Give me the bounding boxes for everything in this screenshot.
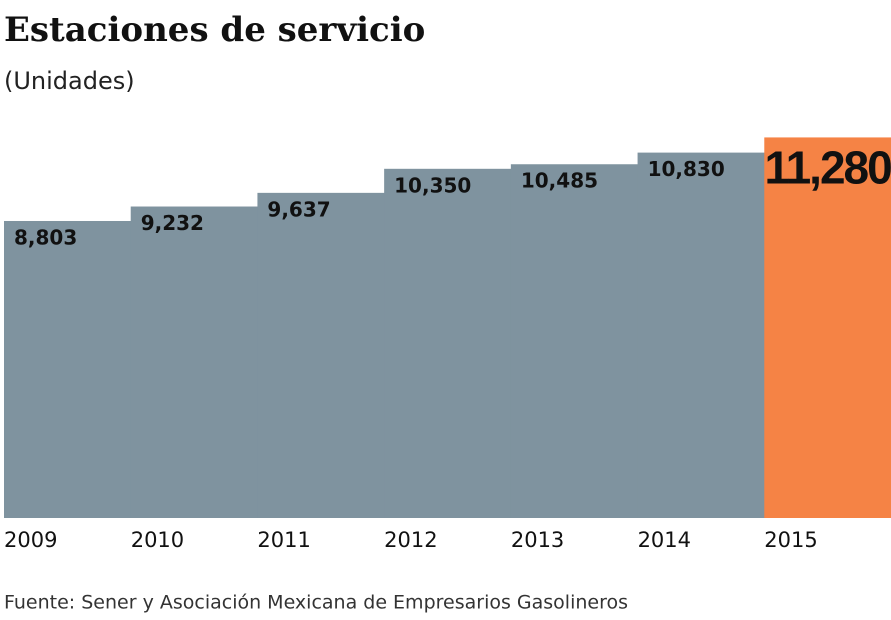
value-label: 11,280: [765, 142, 891, 194]
value-label: 9,232: [141, 211, 204, 235]
value-label: 10,830: [648, 157, 725, 181]
bar: [257, 192, 385, 518]
x-tick-label: 2014: [638, 528, 691, 552]
x-tick-label: 2010: [131, 528, 184, 552]
x-tick-label: 2009: [4, 528, 57, 552]
chart-title: Estaciones de servicio: [4, 10, 425, 50]
bar: [4, 220, 132, 518]
bar: [510, 164, 639, 518]
x-tick-label: 2012: [384, 528, 437, 552]
bar: [764, 137, 891, 518]
x-tick-label: 2011: [257, 528, 310, 552]
bar: [130, 206, 258, 518]
value-label: 10,350: [394, 173, 471, 197]
chart-subtitle: (Unidades): [4, 67, 135, 95]
x-tick-label: 2015: [764, 528, 817, 552]
value-label: 8,803: [14, 225, 77, 249]
value-label: 9,637: [267, 197, 330, 221]
bar: [637, 152, 765, 518]
x-tick-label: 2013: [511, 528, 564, 552]
value-label: 10,485: [521, 169, 598, 193]
source-note: Fuente: Sener y Asociación Mexicana de E…: [4, 592, 628, 614]
bar: [384, 168, 512, 519]
